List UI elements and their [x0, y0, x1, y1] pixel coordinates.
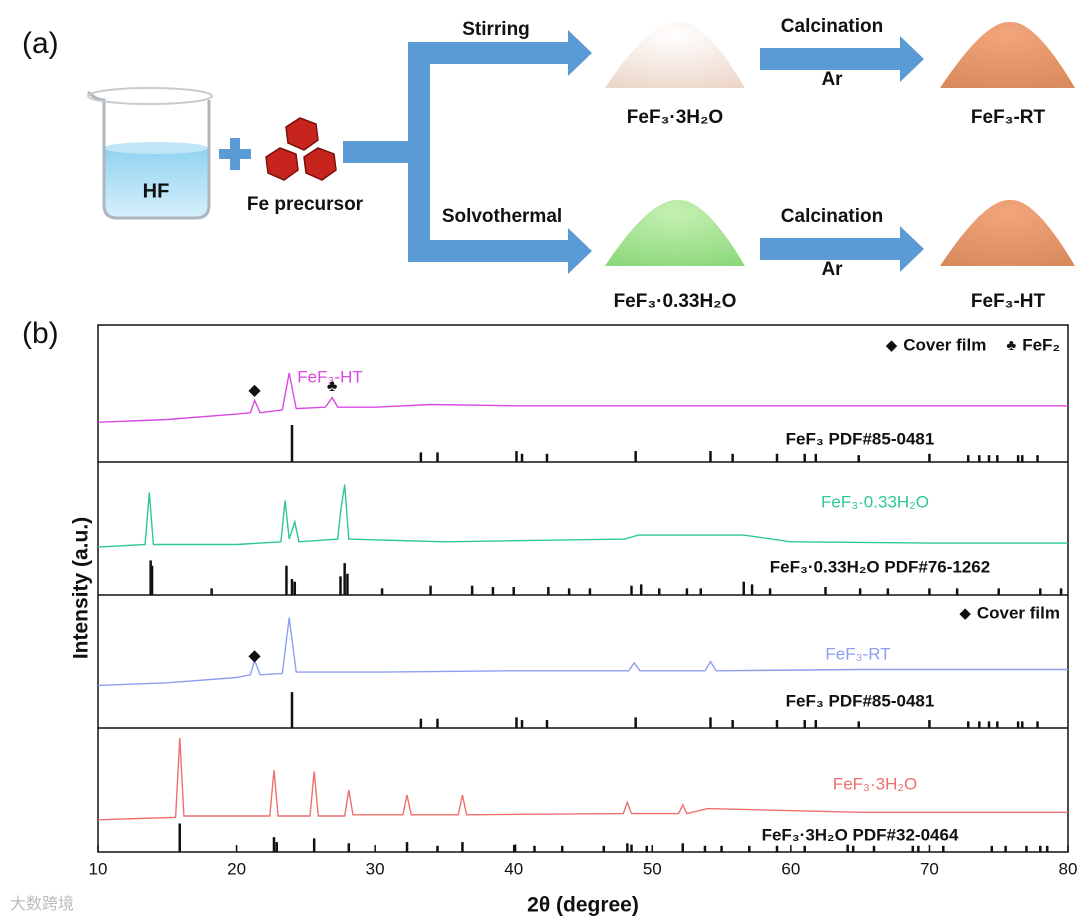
precursor-label: Fe precursor: [247, 194, 364, 215]
reference-label: FeF₃ PDF#85-0481: [786, 429, 935, 448]
flow-arrows: [343, 30, 924, 274]
legend-label: Cover film: [977, 603, 1060, 622]
product-label: FeF₃·3H₂O: [627, 107, 723, 128]
pattern-label: FeF₃-RT: [825, 644, 890, 663]
panel-label: (a): [22, 27, 59, 60]
legend-symbol: ◆: [959, 605, 971, 622]
legend-label: Cover film: [903, 335, 986, 354]
x-tick-label: 40: [504, 859, 523, 878]
reference-label: FeF₃·0.33H₂O PDF#76-1262: [770, 557, 990, 576]
legend-symbol: ♣: [1006, 337, 1016, 354]
step-label: Calcination: [781, 206, 883, 227]
reference-label: FeF₃ PDF#85-0481: [786, 691, 935, 710]
xrd-pattern: [97, 372, 1068, 423]
y-axis-label: Intensity (a.u.): [70, 517, 93, 659]
plot-frame: [97, 324, 1069, 853]
beaker-label: HF: [143, 180, 170, 202]
beaker: [86, 87, 213, 220]
plus-sign: [219, 138, 251, 170]
pattern-label: FeF₃·3H₂O: [833, 774, 917, 793]
legend-label: FeF₂: [1022, 335, 1060, 354]
x-tick-label: 70: [920, 859, 939, 878]
route-label: Solvothermal: [442, 206, 562, 227]
x-axis-label: 2θ (degree): [527, 894, 639, 917]
pattern-label: FeF₃-HT: [297, 367, 362, 386]
peak-marker: ♣: [327, 378, 338, 395]
xrd-pattern: [97, 737, 1068, 821]
legend-symbol: ◆: [886, 337, 898, 354]
product-label: FeF₃-RT: [971, 107, 1046, 128]
peak-marker: ◆: [248, 382, 261, 399]
step-label: Calcination: [781, 16, 883, 37]
x-tick-label: 60: [781, 859, 800, 878]
panel-label: (b): [22, 317, 59, 350]
product-label: FeF₃·0.33H₂O: [614, 291, 737, 312]
xrd-pattern: [97, 484, 1068, 548]
pattern-label: FeF₃·0.33H₂O: [821, 492, 929, 511]
x-tick-label: 30: [366, 859, 385, 878]
xrd-pattern: [97, 617, 1068, 687]
x-tick-label: 20: [227, 859, 246, 878]
product-label: FeF₃-HT: [971, 291, 1046, 312]
peak-marker: ◆: [248, 647, 261, 664]
route-label: Stirring: [462, 19, 530, 40]
powders: [605, 21, 1075, 266]
gas-label: Ar: [821, 69, 843, 90]
x-tick-label: 10: [89, 859, 108, 878]
fe-precursor-crystals: [265, 117, 337, 181]
reference-label: FeF₃·3H₂O PDF#32-0464: [762, 825, 959, 844]
x-tick-label: 80: [1059, 859, 1078, 878]
gas-label: Ar: [821, 259, 843, 280]
watermark: 大数跨境: [10, 894, 74, 913]
x-tick-label: 50: [643, 859, 662, 878]
